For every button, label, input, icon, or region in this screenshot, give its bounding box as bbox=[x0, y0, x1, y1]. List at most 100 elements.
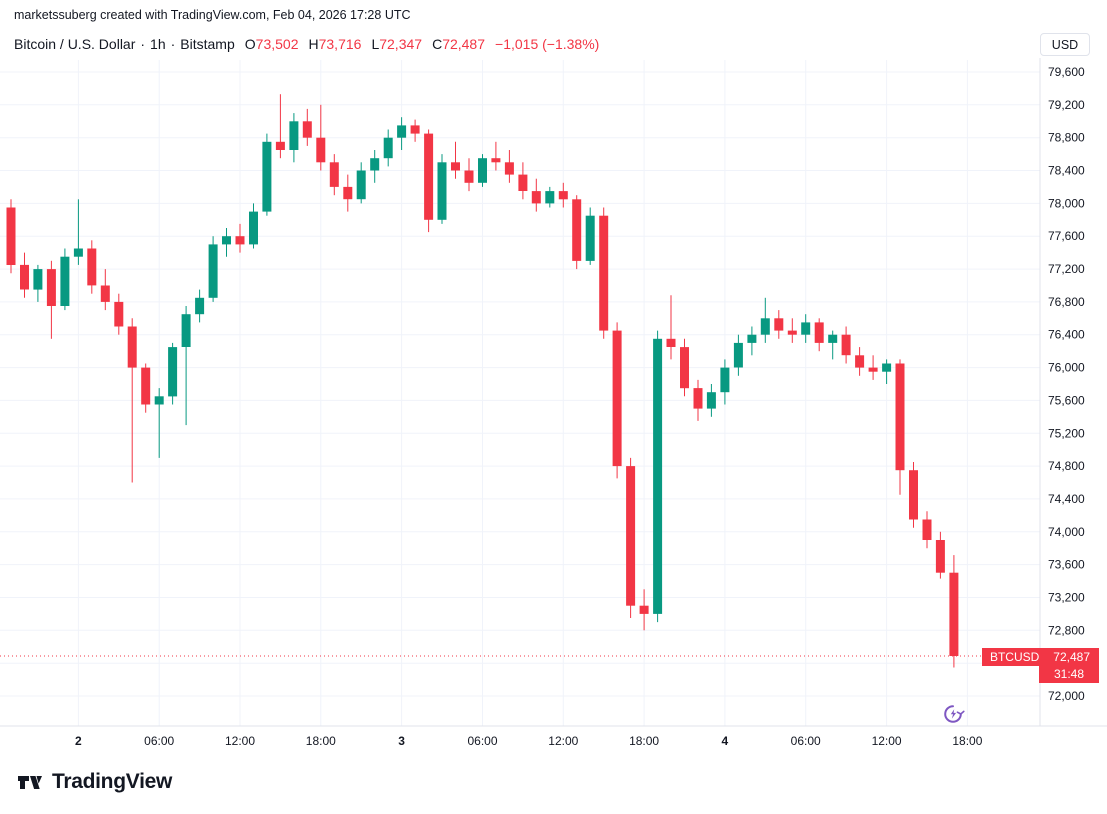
candlestick-chart[interactable]: 79,600 79,200 78,800 78,400 78,000 77,600 77,2… bbox=[0, 28, 1107, 760]
candle bbox=[168, 347, 178, 397]
candle bbox=[343, 186, 353, 200]
open-letter: O bbox=[244, 36, 256, 52]
candle bbox=[639, 605, 649, 614]
svg-text:18:00: 18:00 bbox=[306, 734, 336, 748]
svg-text:76,400: 76,400 bbox=[1048, 328, 1085, 342]
candle bbox=[87, 248, 97, 286]
candle bbox=[895, 363, 905, 471]
svg-text:12:00: 12:00 bbox=[872, 734, 902, 748]
tradingview-logo[interactable]: TradingView bbox=[16, 768, 172, 796]
price-label-symbol: BTCUSD bbox=[989, 650, 1040, 664]
close-letter: C bbox=[432, 36, 443, 52]
candle bbox=[774, 318, 784, 331]
currency-button-usd[interactable]: USD bbox=[1040, 33, 1090, 56]
candle bbox=[46, 269, 56, 306]
svg-text:06:00: 06:00 bbox=[144, 734, 174, 748]
candle bbox=[275, 141, 285, 150]
attribution-text: marketssuberg created with TradingView.c… bbox=[14, 8, 411, 22]
candle bbox=[909, 470, 918, 520]
price-axis-labels[interactable]: 79,600 79,200 78,800 78,400 78,000 77,600 77,2… bbox=[1048, 65, 1085, 703]
candle bbox=[127, 326, 137, 368]
last-price-row: BTCUSD 72,487 bbox=[981, 648, 1099, 666]
candle bbox=[451, 162, 460, 171]
symbol-title[interactable]: Bitcoin / U.S. Dollar bbox=[14, 36, 136, 52]
svg-text:06:00: 06:00 bbox=[467, 734, 497, 748]
svg-text:18:00: 18:00 bbox=[952, 734, 982, 748]
svg-text:76,000: 76,000 bbox=[1048, 361, 1085, 375]
candle bbox=[828, 334, 838, 343]
candle bbox=[747, 334, 757, 343]
candle bbox=[235, 236, 245, 245]
candle bbox=[100, 285, 110, 302]
candle bbox=[383, 137, 393, 159]
exchange-label[interactable]: Bitstamp bbox=[180, 36, 235, 52]
candle bbox=[518, 174, 528, 191]
svg-text:2: 2 bbox=[75, 734, 82, 748]
candle bbox=[302, 121, 312, 138]
candle bbox=[612, 330, 622, 467]
separator-dot: · bbox=[140, 36, 146, 52]
candle bbox=[437, 162, 447, 220]
candle bbox=[666, 338, 676, 347]
svg-text:72,000: 72,000 bbox=[1048, 689, 1085, 703]
ohlc-low: L72,347 bbox=[371, 36, 422, 52]
svg-text:74,800: 74,800 bbox=[1048, 459, 1085, 473]
candle bbox=[329, 162, 339, 187]
svg-text:4: 4 bbox=[722, 734, 729, 748]
open-value: 73,502 bbox=[255, 36, 299, 52]
svg-text:79,200: 79,200 bbox=[1048, 98, 1085, 112]
svg-text:78,800: 78,800 bbox=[1048, 131, 1085, 145]
candle bbox=[316, 137, 326, 163]
candle bbox=[693, 388, 703, 409]
candle bbox=[653, 338, 663, 614]
grid-layer bbox=[0, 60, 1040, 726]
high-value: 73,716 bbox=[318, 36, 362, 52]
svg-text:77,200: 77,200 bbox=[1048, 262, 1085, 276]
price-label-value: 72,487 bbox=[1053, 650, 1090, 664]
candle bbox=[356, 170, 366, 200]
event-marker-icon[interactable] bbox=[941, 702, 965, 726]
svg-text:12:00: 12:00 bbox=[548, 734, 578, 748]
candle bbox=[410, 125, 420, 134]
svg-text:12:00: 12:00 bbox=[225, 734, 255, 748]
candle bbox=[154, 396, 164, 405]
candle bbox=[370, 158, 380, 171]
candle bbox=[478, 158, 487, 183]
svg-text:72,800: 72,800 bbox=[1048, 623, 1085, 637]
candle bbox=[181, 314, 191, 347]
candle bbox=[464, 170, 474, 183]
candle bbox=[424, 133, 434, 220]
time-axis-labels[interactable]: 2 06:00 12:00 18:00 3 06:00 12:00 18:00 4 06:00 12… bbox=[75, 734, 983, 748]
candle bbox=[868, 367, 878, 372]
candle bbox=[801, 322, 811, 335]
svg-text:75,200: 75,200 bbox=[1048, 426, 1085, 440]
chart-legend: Bitcoin / U.S. Dollar · 1h · Bitstamp O7… bbox=[14, 36, 599, 52]
ohlc-high: H73,716 bbox=[308, 36, 361, 52]
svg-text:78,000: 78,000 bbox=[1048, 196, 1085, 210]
candle bbox=[60, 256, 70, 306]
candle bbox=[531, 191, 541, 204]
candle bbox=[706, 392, 716, 409]
close-value: 72,487 bbox=[442, 36, 486, 52]
bar-countdown-timer: 31:48 bbox=[1039, 666, 1099, 683]
chart-region: 79,600 79,200 78,800 78,400 78,000 77,600 77,2… bbox=[0, 28, 1107, 760]
candle bbox=[572, 199, 582, 261]
candle bbox=[626, 466, 636, 606]
svg-text:78,400: 78,400 bbox=[1048, 164, 1085, 178]
interval-label[interactable]: 1h bbox=[150, 36, 166, 52]
high-letter: H bbox=[308, 36, 319, 52]
candle bbox=[545, 191, 555, 204]
svg-text:73,200: 73,200 bbox=[1048, 591, 1085, 605]
separator-dot: · bbox=[170, 36, 176, 52]
tradingview-logo-text: TradingView bbox=[52, 770, 173, 793]
candle bbox=[262, 141, 272, 212]
svg-text:74,400: 74,400 bbox=[1048, 492, 1085, 506]
svg-text:74,000: 74,000 bbox=[1048, 525, 1085, 539]
svg-text:75,600: 75,600 bbox=[1048, 393, 1085, 407]
candle bbox=[841, 334, 851, 356]
candle bbox=[397, 125, 407, 138]
candle bbox=[73, 248, 83, 257]
candle bbox=[882, 363, 892, 372]
candle bbox=[760, 318, 770, 335]
change-label: −1,015 (−1.38%) bbox=[495, 36, 600, 52]
